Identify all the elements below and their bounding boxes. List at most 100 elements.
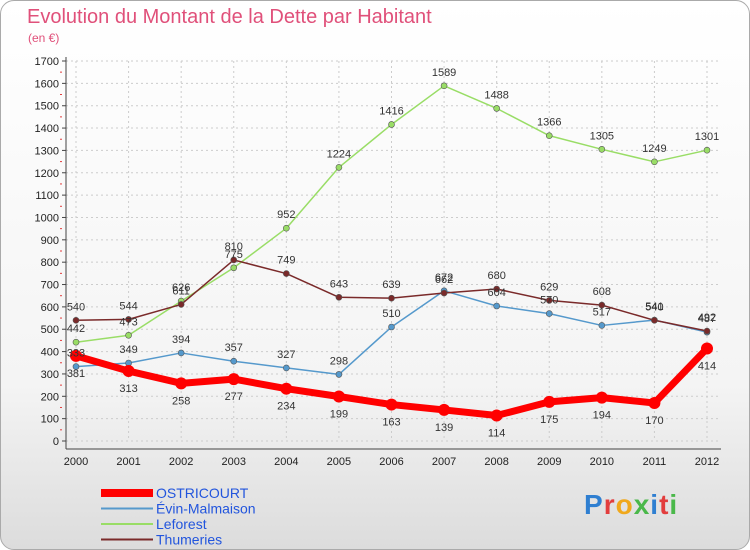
data-label: 1366: [537, 117, 561, 129]
data-point: [545, 132, 553, 139]
y-tick-label: 400: [41, 347, 59, 359]
data-point: [440, 82, 448, 90]
x-tick-label: 2012: [695, 456, 719, 468]
x-tick-label: 2011: [643, 456, 667, 468]
data-label: 170: [645, 415, 663, 427]
data-label: 258: [172, 395, 190, 407]
data-label: 139: [435, 422, 453, 434]
data-point: [125, 331, 132, 339]
legend-label: OSTRICOURT: [156, 485, 249, 501]
data-point: [440, 289, 448, 297]
data-label: 357: [225, 342, 243, 354]
y-tick-label: 1000: [35, 212, 59, 224]
data-point: [175, 377, 188, 390]
x-tick-label: 2006: [379, 456, 403, 468]
data-label: 194: [593, 410, 611, 422]
data-point: [335, 371, 343, 378]
data-point: [122, 365, 135, 378]
data-label: 1488: [484, 89, 508, 101]
data-point: [598, 145, 606, 153]
data-point: [493, 302, 500, 310]
data-label: 114: [488, 428, 506, 440]
x-tick-label: 2003: [222, 456, 246, 468]
data-point: [72, 363, 80, 370]
x-tick-label: 2008: [484, 456, 508, 468]
data-point: [332, 390, 345, 403]
data-point: [598, 322, 606, 329]
data-point: [230, 256, 238, 264]
data-label: 608: [593, 286, 611, 298]
data-point: [703, 146, 711, 154]
data-label: 313: [119, 383, 137, 395]
data-point: [388, 323, 395, 331]
data-point: [545, 297, 553, 304]
data-label: 643: [330, 278, 348, 290]
x-tick-label: 2001: [116, 456, 140, 468]
legend-label: Thumeries: [156, 532, 222, 548]
data-point: [648, 397, 661, 409]
data-point: [335, 293, 343, 301]
data-label: 442: [67, 323, 85, 335]
data-point: [543, 395, 556, 408]
data-label: 540: [67, 301, 85, 313]
data-label: 626: [172, 282, 190, 294]
y-tick-label: 700: [41, 280, 59, 292]
y-tick-label: 500: [41, 324, 59, 336]
data-label: 639: [382, 279, 400, 291]
x-tick-label: 2009: [537, 456, 561, 468]
data-label: 775: [225, 249, 243, 261]
data-point: [227, 373, 240, 386]
data-label: 749: [277, 255, 295, 267]
data-point: [177, 301, 185, 308]
y-tick-label: 1100: [35, 190, 59, 202]
y-tick-label: 800: [41, 257, 59, 269]
logo-letter: t: [659, 489, 670, 520]
x-tick-label: 2010: [590, 456, 614, 468]
data-point: [177, 349, 185, 357]
data-label: 394: [172, 334, 190, 346]
data-point: [438, 403, 451, 416]
data-label: 541: [645, 301, 663, 313]
data-label: 487: [698, 313, 716, 325]
data-label: 570: [540, 295, 558, 307]
y-tick-label: 100: [41, 414, 59, 426]
logo-letter: i: [650, 489, 660, 520]
data-label: 1224: [327, 148, 351, 160]
data-label: 175: [540, 414, 558, 426]
data-point: [703, 327, 711, 335]
data-label: 1416: [379, 105, 403, 117]
logo-letter: P: [584, 489, 604, 520]
data-label: 234: [277, 401, 295, 413]
data-label: 349: [119, 344, 137, 356]
data-label: 672: [435, 272, 453, 284]
y-tick-label: 1700: [35, 56, 59, 68]
data-point: [493, 285, 500, 293]
data-label: 327: [277, 349, 295, 361]
data-point: [230, 357, 238, 365]
data-label: 333: [67, 348, 85, 360]
data-point: [545, 310, 553, 317]
data-point: [598, 301, 606, 309]
y-tick-label: 1300: [35, 145, 59, 157]
data-point: [283, 270, 290, 277]
data-label: 381: [67, 368, 85, 380]
y-tick-label: 600: [41, 302, 59, 314]
data-point: [280, 382, 293, 395]
data-label: 414: [698, 360, 716, 372]
data-point: [651, 316, 658, 324]
data-label: 604: [487, 287, 505, 299]
data-point: [283, 364, 290, 372]
data-label: 510: [382, 308, 400, 320]
data-point: [493, 105, 500, 112]
x-tick-label: 2005: [327, 456, 351, 468]
data-label: 517: [593, 306, 611, 318]
data-point: [595, 391, 608, 404]
data-point: [70, 349, 82, 362]
data-label: 662: [435, 274, 453, 286]
logo-letter: x: [633, 489, 651, 520]
y-tick-label: 0: [53, 436, 59, 448]
data-label: 810: [225, 241, 243, 253]
data-label: 1301: [695, 131, 719, 143]
